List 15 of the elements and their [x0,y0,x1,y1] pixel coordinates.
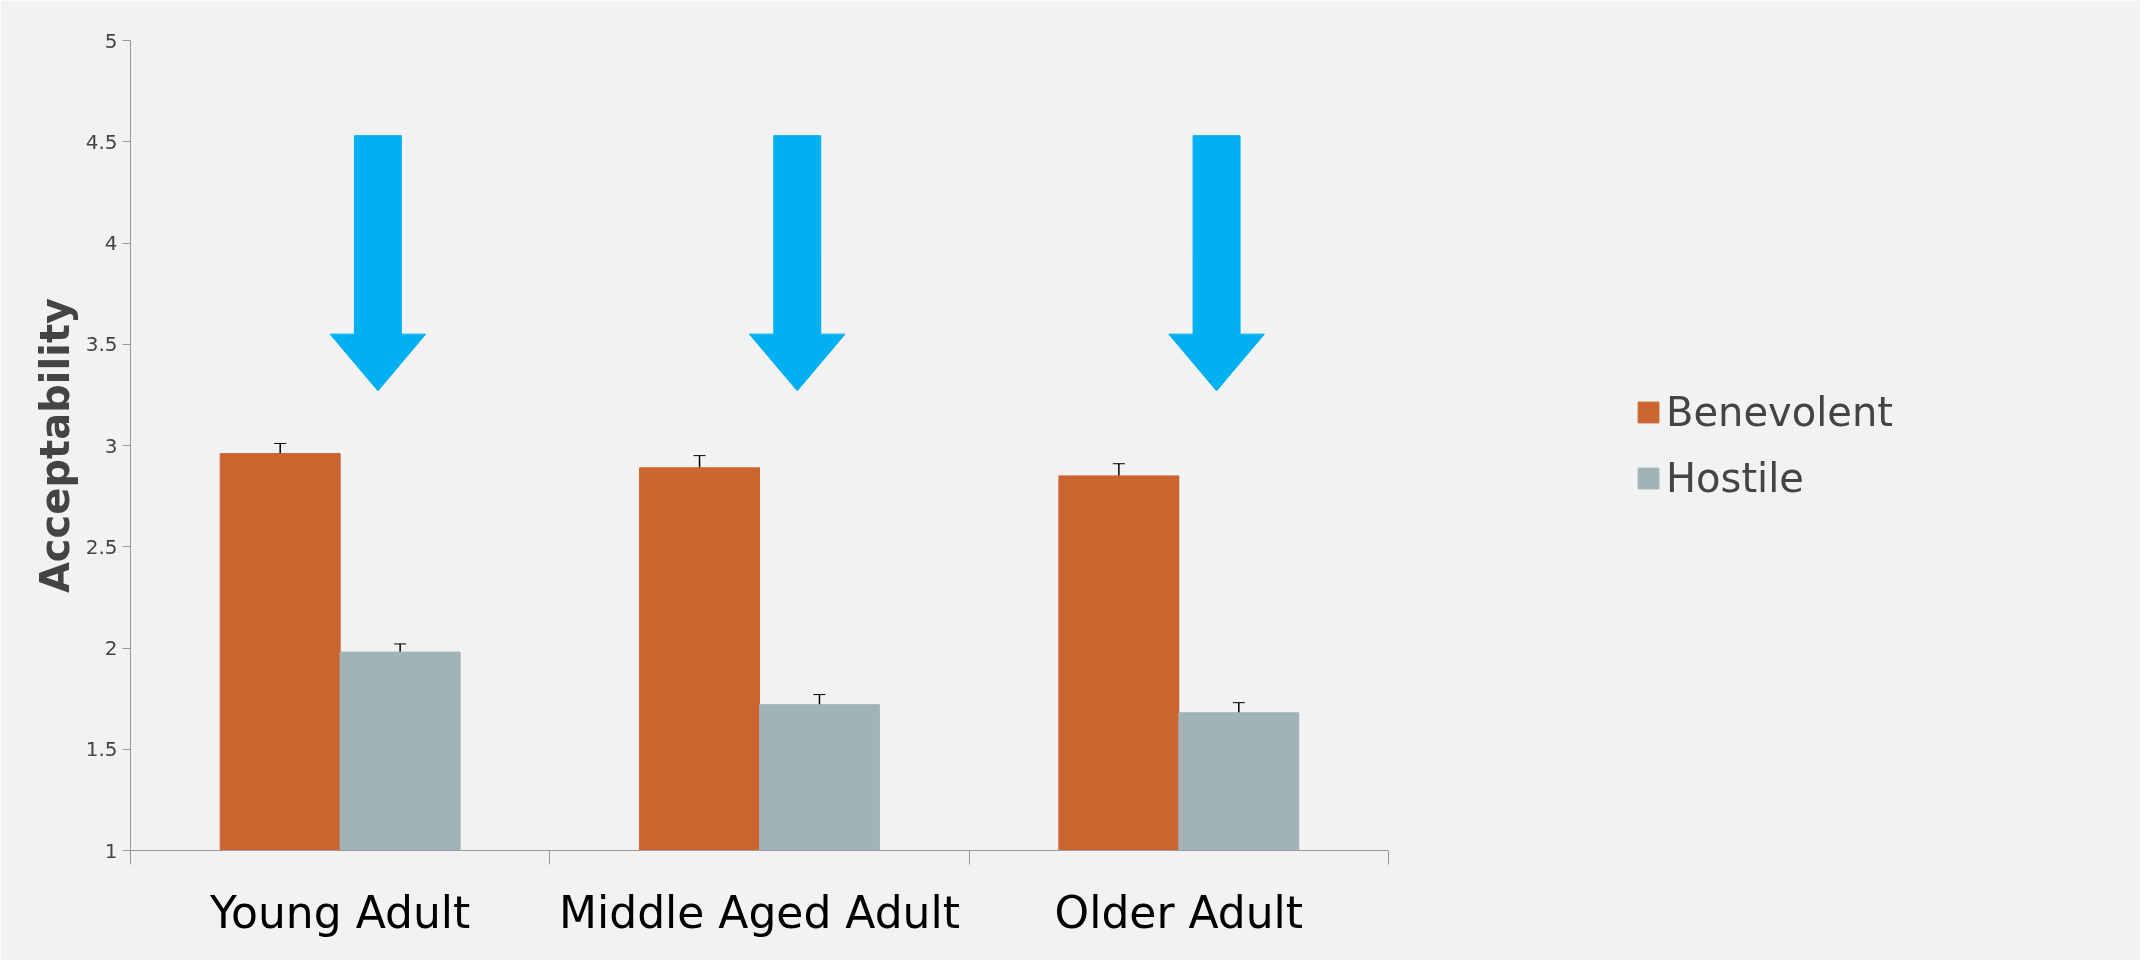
y-tick-label: 3.5 [85,332,118,357]
y-tick-label: 2 [104,636,118,660]
y-tick-label: 4.5 [85,129,118,154]
y-tick-label: 4 [104,231,118,255]
legend-label: Hostile [1666,455,1804,501]
y-tick-label: 2.5 [85,534,118,559]
y-tick-label: 5 [104,28,118,53]
legend-label: Benevolent [1666,389,1893,435]
x-tick-label: Young Adult [209,886,471,938]
y-tick-label: 1.5 [85,737,118,762]
y-axis-title: Acceptability [31,297,78,594]
y-tick-label: 3 [104,433,118,458]
y-tick-label: 1 [104,838,118,863]
x-tick-label: Middle Aged Adult [559,886,960,938]
x-tick-label: Older Adult [1054,886,1304,938]
